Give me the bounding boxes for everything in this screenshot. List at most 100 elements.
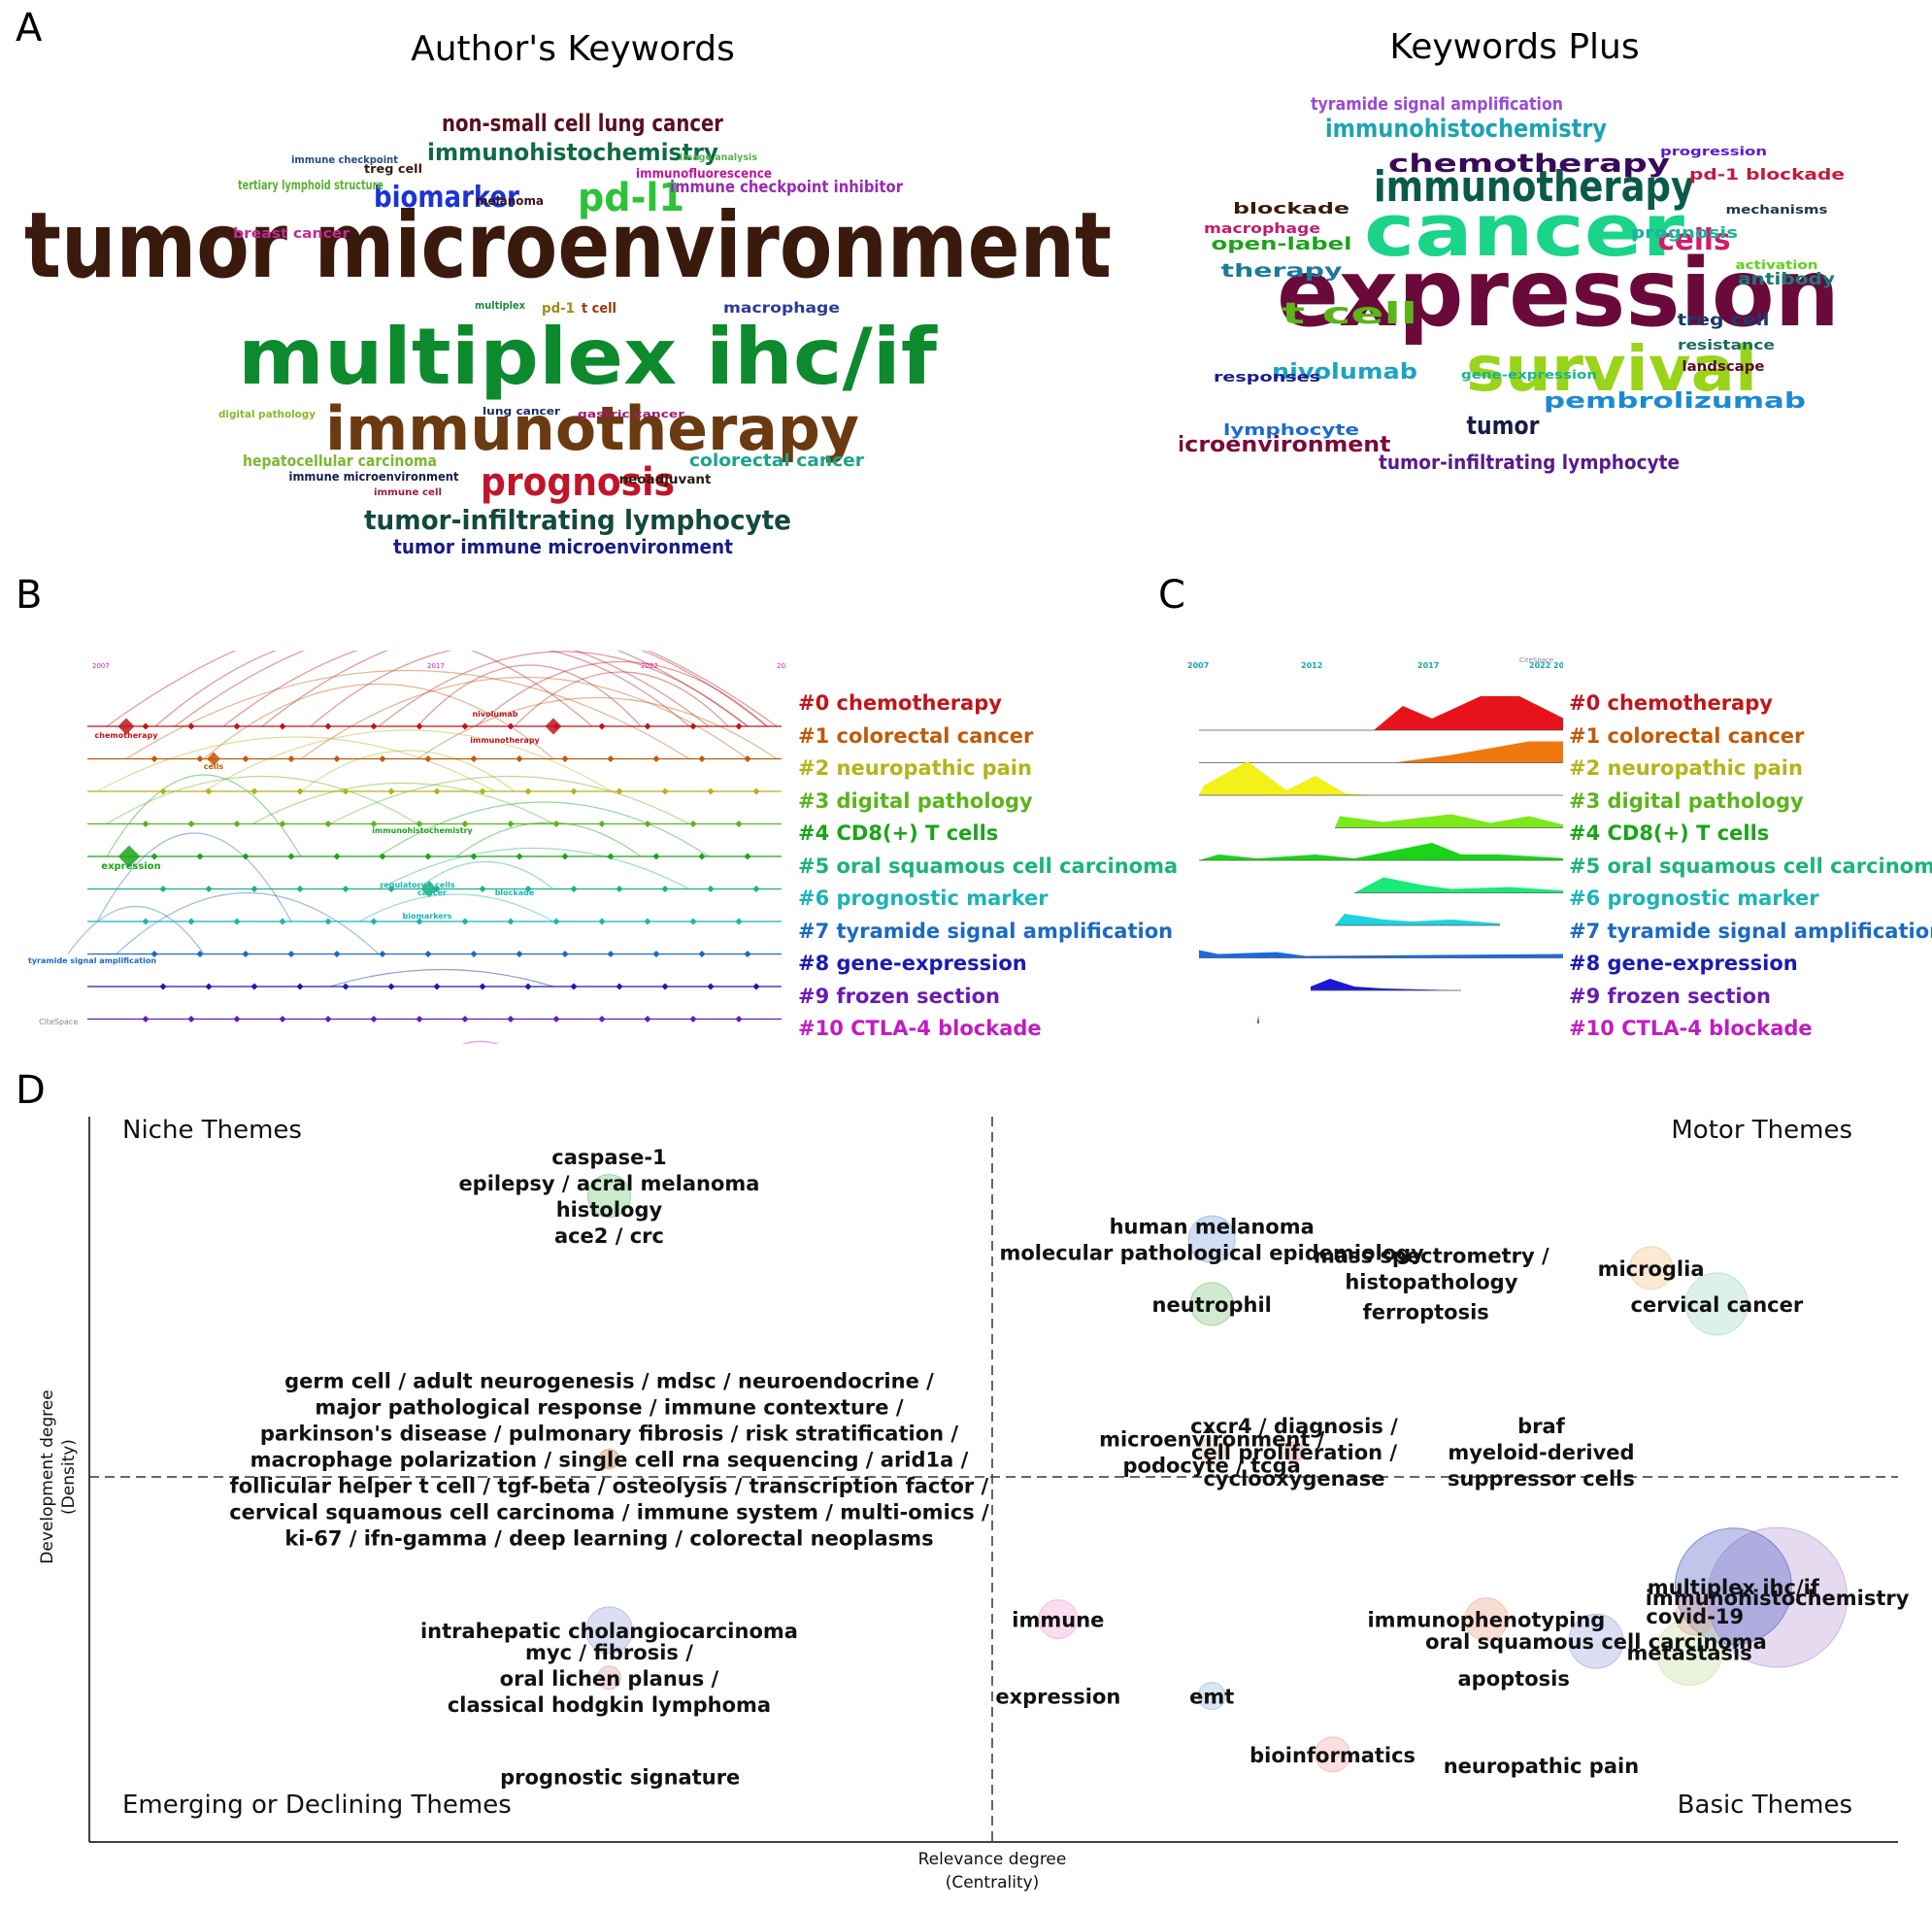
timeline-node	[324, 1015, 332, 1023]
timeline-node	[516, 754, 523, 763]
timeline-node	[507, 1015, 515, 1023]
theme-label: bioinformatics	[1249, 1744, 1416, 1767]
cluster-stream-view: 2007 2012 2017 20222023CiteSpace	[1187, 656, 1563, 1023]
theme-bubble	[1674, 1527, 1792, 1646]
theme-label: podocyte / tcga	[1123, 1455, 1301, 1478]
wordcloud-word: lung cancer	[483, 405, 561, 418]
cluster-label: #9 frozen section	[798, 984, 1000, 1008]
timeline-node	[661, 787, 669, 795]
wordcloud-word: open-label	[1212, 234, 1352, 254]
wordcloud-word: t cell	[582, 301, 616, 317]
timeline-node	[333, 950, 341, 958]
timeline-arc	[416, 861, 554, 889]
cluster-label: #9 frozen section	[1569, 984, 1771, 1008]
timeline-major-node	[117, 718, 135, 735]
timeline-node	[507, 820, 515, 828]
timeline-node	[279, 820, 286, 828]
timeline-node	[616, 787, 623, 795]
timeline-node	[233, 918, 241, 925]
timeline-node	[205, 787, 213, 795]
cluster-label: #2 neuropathic pain	[1569, 756, 1803, 780]
wordcloud-word: activation	[1736, 258, 1818, 272]
theme-label: prognostic signature	[500, 1765, 740, 1789]
theme-label: caspase-1	[551, 1146, 666, 1169]
timeline-node-label: immunohistochemistry	[372, 826, 473, 835]
timeline-node	[233, 820, 241, 828]
timeline-node-label: chemotherapy	[95, 731, 159, 740]
theme-bubble	[1464, 1597, 1509, 1642]
timeline-node-label: tyramide signal amplification	[28, 956, 156, 965]
timeline-node	[698, 853, 706, 860]
cluster-timeline-view: 2007 2017 2022 2023 chemotherapy expression ty…	[28, 651, 786, 1044]
wordcloud-word: responses	[1214, 370, 1320, 385]
wordcloud-word: nivolumab	[1272, 360, 1417, 385]
timeline-node	[433, 983, 441, 990]
timeline-node	[433, 787, 441, 795]
theme-label: metastasis	[1627, 1641, 1752, 1664]
timeline-node	[142, 820, 150, 828]
theme-label: germ cell / adult neurogenesis / mdsc / …	[284, 1369, 934, 1392]
timeline-node	[187, 918, 195, 925]
wordcloud-word: cancer	[1364, 189, 1685, 273]
stream-shape	[1335, 914, 1500, 925]
timeline-node	[735, 918, 743, 925]
timeline-arc	[378, 801, 710, 857]
timeline-node	[187, 1015, 195, 1023]
thematic-map: Niche Themes Motor Themes Emerging or Decl…	[0, 1097, 1932, 1904]
stream-shape	[1199, 761, 1563, 795]
cluster-label: #10 CTLA-4 blockade	[798, 1017, 1042, 1040]
theme-label: emt	[1189, 1686, 1234, 1709]
timeline-node	[296, 983, 304, 990]
timeline-node-label: regulatory t cells	[380, 881, 454, 889]
theme-label: oral lichen planus /	[500, 1667, 719, 1691]
timeline-arc	[154, 651, 593, 727]
timeline-node	[159, 983, 167, 990]
wordcloud-word: lymphocyte	[1223, 420, 1359, 439]
timeline-node	[607, 754, 615, 763]
timeline-node	[242, 950, 250, 958]
timeline-node-label: biomarkers	[403, 912, 452, 921]
wordcloud-word: breast cancer	[233, 226, 350, 242]
theme-bubble	[1684, 1272, 1749, 1336]
theme-bubble	[1187, 1215, 1236, 1263]
cluster-label: #7 tyramide signal amplification	[1569, 919, 1932, 943]
panel-label-c: C	[1158, 573, 1185, 618]
timeline-node	[752, 885, 760, 893]
timeline-node	[707, 787, 715, 795]
stream-year-label: 2012	[1301, 661, 1322, 670]
timeline-node	[233, 1015, 241, 1023]
timeline-node	[689, 1015, 697, 1023]
timeline-node	[333, 754, 341, 763]
timeline-arc	[203, 684, 554, 759]
timeline-node	[570, 983, 578, 990]
theme-label: neutrophil	[1152, 1293, 1272, 1317]
quadrant-niche-label: Niche Themes	[122, 1116, 302, 1145]
wordcloud-word: biomarker	[374, 181, 519, 215]
timeline-node	[598, 820, 606, 828]
cluster-label: #2 neuropathic pain	[798, 756, 1032, 780]
timeline-node	[424, 853, 432, 860]
wordcloud-word: immunohistochemistry	[1325, 115, 1607, 144]
theme-label: epilepsy / acral melanoma	[458, 1172, 759, 1195]
timeline-node	[552, 1015, 560, 1023]
timeline-node	[707, 983, 715, 990]
wordcloud-word: immune checkpoint	[291, 153, 398, 166]
timeline-node	[287, 950, 295, 958]
timeline-node	[661, 983, 669, 990]
wordcloud-word: gastric cancer	[578, 408, 685, 420]
theme-label: apoptosis	[1458, 1667, 1570, 1691]
timeline-arc	[203, 729, 613, 792]
wordcloud-word: microenvironment	[1180, 433, 1391, 457]
timeline-node	[616, 885, 623, 893]
timeline-node	[507, 722, 515, 730]
wordcloud-word: expression	[1277, 239, 1840, 348]
timeline-node	[735, 1015, 743, 1023]
stream-year-label: 2022	[1529, 661, 1550, 670]
cluster-legend-b: #0 chemotherapy #1 colorectal cancer #2 ne…	[798, 687, 1178, 1046]
citespace-logo: CiteSpace	[1519, 656, 1553, 664]
panel-label-b: B	[16, 573, 43, 618]
theme-bubble	[1189, 1282, 1234, 1326]
wordcloud-word: resistance	[1678, 338, 1775, 353]
timeline-arc	[378, 848, 690, 890]
